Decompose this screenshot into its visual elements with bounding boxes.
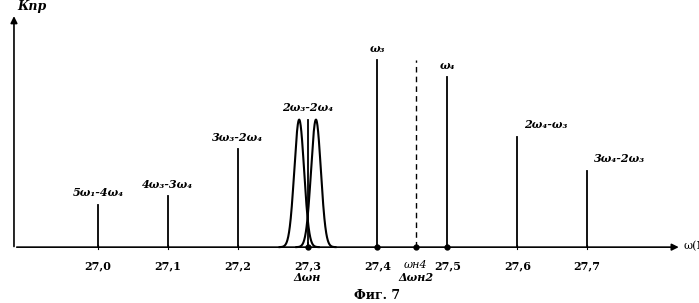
Text: 27,2: 27,2 [224, 260, 251, 271]
Text: 5ω₁-4ω₄: 5ω₁-4ω₄ [72, 187, 124, 198]
Text: Δωн2: Δωн2 [398, 271, 433, 283]
Text: 2ω₄-ω₃: 2ω₄-ω₃ [524, 119, 568, 130]
Text: 3ω₄-2ω₃: 3ω₄-2ω₃ [594, 153, 645, 164]
Text: ω(МГц): ω(МГц) [684, 241, 699, 251]
Text: ω₄: ω₄ [440, 60, 455, 71]
Text: 4ω₃-3ω₄: 4ω₃-3ω₄ [142, 179, 194, 190]
Text: ω₃: ω₃ [370, 43, 385, 54]
Text: 2ω₃-2ω₄: 2ω₃-2ω₄ [282, 102, 333, 113]
Text: Δωн: Δωн [294, 271, 322, 283]
Text: 3ω₃-2ω₄: 3ω₃-2ω₄ [212, 132, 264, 143]
Text: 27,1: 27,1 [154, 260, 181, 271]
Text: ωн4: ωн4 [404, 260, 428, 270]
Text: 27,0: 27,0 [85, 260, 111, 271]
Text: Фиг. 7: Фиг. 7 [354, 288, 401, 301]
Text: Кпр: Кпр [17, 0, 47, 13]
Text: 27,3: 27,3 [294, 260, 321, 271]
Text: 27,7: 27,7 [574, 260, 600, 271]
Text: 27,5: 27,5 [434, 260, 461, 271]
Text: 27,4: 27,4 [364, 260, 391, 271]
Text: 27,6: 27,6 [504, 260, 531, 271]
